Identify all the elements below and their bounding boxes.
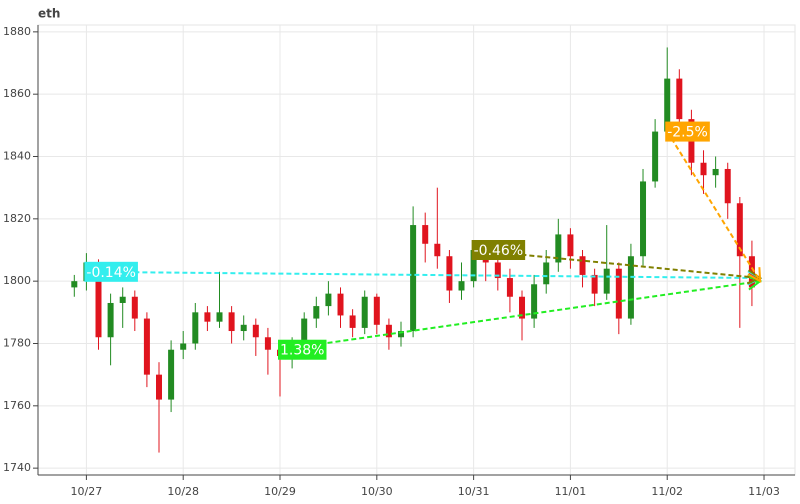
x-tick-label: 11/03	[748, 485, 780, 498]
annotation-label: -2.5%	[665, 121, 710, 142]
candle-body	[143, 318, 150, 375]
candle-body	[373, 296, 380, 325]
candle-body	[240, 324, 247, 332]
candle-body	[676, 78, 683, 120]
candle-body	[458, 281, 465, 291]
annotation-label: 1.38%	[278, 339, 327, 360]
candle-body	[603, 268, 610, 294]
candle-body	[506, 278, 513, 297]
x-tick-label: 10/30	[361, 485, 393, 498]
annotation-arrow	[747, 267, 762, 283]
candle-body	[168, 349, 175, 400]
candle-body	[664, 78, 671, 132]
candle-body	[736, 203, 743, 257]
candle-body	[627, 256, 634, 319]
candle-body	[361, 296, 368, 328]
annotation-label-text: 1.38%	[280, 343, 324, 359]
annotation-label-text: -0.46%	[474, 243, 524, 259]
annotation-line	[86, 270, 761, 280]
annotation-label-bg	[665, 121, 710, 142]
candle-body	[422, 225, 429, 244]
y-tick-label: 1780	[3, 336, 31, 349]
candle-body	[410, 225, 417, 332]
candle-body	[301, 318, 308, 344]
y-tick-label: 1820	[3, 212, 31, 225]
candle-body	[470, 250, 477, 282]
candle-body	[107, 302, 114, 338]
candle-body	[95, 262, 102, 338]
annotation-line	[279, 280, 761, 351]
x-tick-label: 11/01	[555, 485, 587, 498]
candle-body	[652, 131, 659, 182]
candle-body	[252, 324, 259, 338]
annotation-label-text: -2.5%	[667, 125, 708, 141]
candle-body	[204, 312, 211, 322]
candle-body	[434, 243, 441, 257]
candle-body	[591, 274, 598, 294]
candle-body	[712, 168, 719, 176]
annotation-label-text: -0.14%	[86, 265, 136, 281]
candle-body	[385, 324, 392, 338]
annotation-label-bg	[84, 261, 138, 282]
candle-body	[531, 284, 538, 319]
candle-body	[264, 337, 271, 350]
candle-body	[192, 312, 199, 344]
annotation-label: -0.14%	[84, 261, 138, 282]
candle-body	[567, 234, 574, 257]
candle-body	[494, 262, 501, 279]
candle-body	[119, 296, 126, 303]
candle-body	[724, 168, 731, 204]
candle-body	[615, 268, 622, 319]
candle-body	[228, 312, 235, 332]
candle-body	[216, 312, 223, 322]
y-tick-label: 1880	[3, 25, 31, 38]
candle-body	[579, 256, 586, 275]
y-tick-label: 1740	[3, 461, 31, 474]
annotation-label: -0.46%	[471, 240, 526, 260]
candle-body	[398, 331, 405, 338]
x-tick-label: 10/27	[71, 485, 103, 498]
annotation-label-bg	[471, 240, 526, 260]
y-tick-label: 1760	[3, 399, 31, 412]
candle-body	[131, 296, 138, 319]
x-tick-label: 11/02	[651, 485, 683, 498]
x-tick-label: 10/31	[458, 485, 490, 498]
candle-body	[640, 181, 647, 257]
y-tick-label: 1840	[3, 150, 31, 163]
annotation-line	[666, 131, 762, 282]
candle-body	[700, 162, 707, 176]
candle-body	[325, 293, 332, 307]
x-tick-label: 10/28	[167, 485, 199, 498]
candle-body	[349, 315, 356, 328]
candle-body	[519, 296, 526, 319]
chart-title: eth	[38, 7, 60, 21]
candle-body	[156, 374, 163, 400]
candle-body	[313, 306, 320, 319]
y-tick-label: 1860	[3, 87, 31, 100]
candle-body	[71, 281, 78, 288]
candle-body	[555, 234, 562, 263]
candle-body	[446, 256, 453, 291]
candle-body	[337, 293, 344, 316]
x-tick-label: 10/29	[264, 485, 296, 498]
annotation-label-bg	[278, 339, 327, 360]
y-tick-label: 1800	[3, 274, 31, 287]
candle-body	[543, 262, 550, 285]
candle-body	[180, 343, 187, 350]
